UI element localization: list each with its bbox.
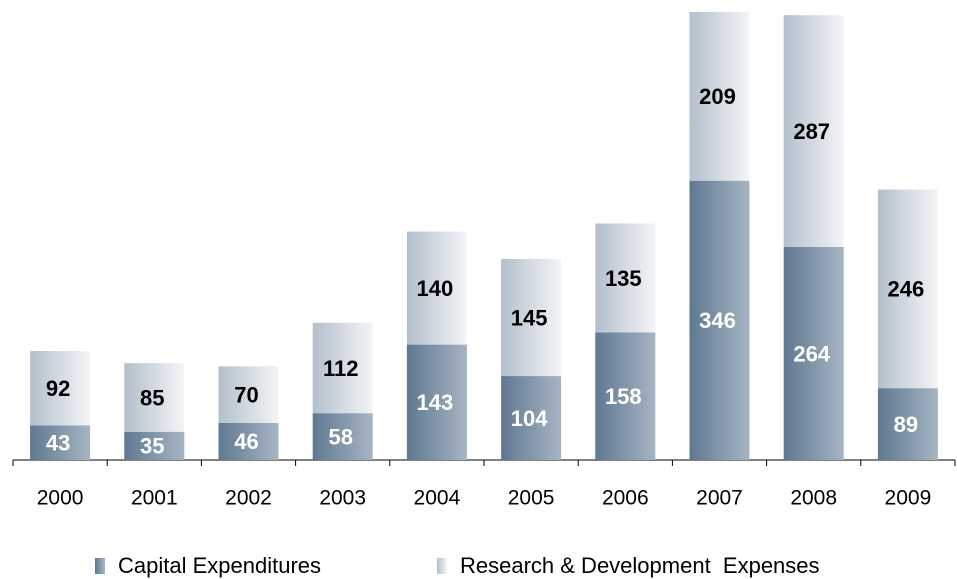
value-label: 35 <box>140 434 164 459</box>
x-tick-label: 2001 <box>131 487 178 510</box>
value-label: 140 <box>417 276 454 301</box>
bar-segment <box>218 422 279 460</box>
value-label: 104 <box>511 406 548 431</box>
value-label: 264 <box>793 341 830 366</box>
x-tick-label: 2009 <box>885 487 932 510</box>
bar-segment <box>783 246 844 460</box>
value-label: 89 <box>894 412 918 437</box>
bar-segment <box>877 189 938 389</box>
value-label: 158 <box>605 384 642 409</box>
value-label: 92 <box>46 376 70 401</box>
x-tick-label: 2003 <box>319 487 366 510</box>
value-label: 287 <box>793 119 830 144</box>
bar-segment <box>30 425 91 460</box>
value-label: 135 <box>605 266 642 291</box>
value-label: 246 <box>888 277 925 302</box>
bar-segment <box>312 322 373 414</box>
bar-segment <box>218 366 279 423</box>
bar-segment <box>783 15 844 247</box>
bar-segment <box>689 180 750 460</box>
bar-segment <box>689 12 750 181</box>
bar-segment <box>124 363 185 432</box>
bar-segment <box>877 388 938 460</box>
x-tick-label: 2000 <box>37 487 84 510</box>
x-tick-label: 2002 <box>225 487 272 510</box>
legend-label: Capital Expenditures <box>118 553 321 578</box>
legend-label: Research & Development Expenses <box>460 553 820 578</box>
value-label: 209 <box>699 84 736 109</box>
value-label: 58 <box>328 424 352 449</box>
value-label: 145 <box>511 305 548 330</box>
value-label: 143 <box>417 390 454 415</box>
bar-segment <box>312 413 373 460</box>
bar-segment <box>406 231 467 345</box>
x-tick-label: 2007 <box>696 487 743 510</box>
x-tick-label: 2005 <box>508 487 555 510</box>
legend-swatch <box>95 558 105 574</box>
bar-segment <box>501 376 562 460</box>
x-tick-label: 2004 <box>414 487 461 510</box>
bar-segment <box>124 431 185 460</box>
bar-segment <box>501 259 562 377</box>
bar-segment <box>595 332 656 460</box>
value-label: 70 <box>234 382 258 407</box>
value-label: 46 <box>234 429 258 454</box>
value-label: 43 <box>46 430 70 455</box>
x-tick-label: 2006 <box>602 487 649 510</box>
legend-swatch <box>437 558 447 574</box>
value-label: 112 <box>323 356 359 381</box>
value-label: 346 <box>699 308 736 333</box>
bar-segment <box>30 351 91 426</box>
bar-segment <box>406 344 467 460</box>
value-label: 85 <box>140 385 164 410</box>
x-tick-label: 2008 <box>790 487 837 510</box>
bar-segment <box>595 223 656 333</box>
